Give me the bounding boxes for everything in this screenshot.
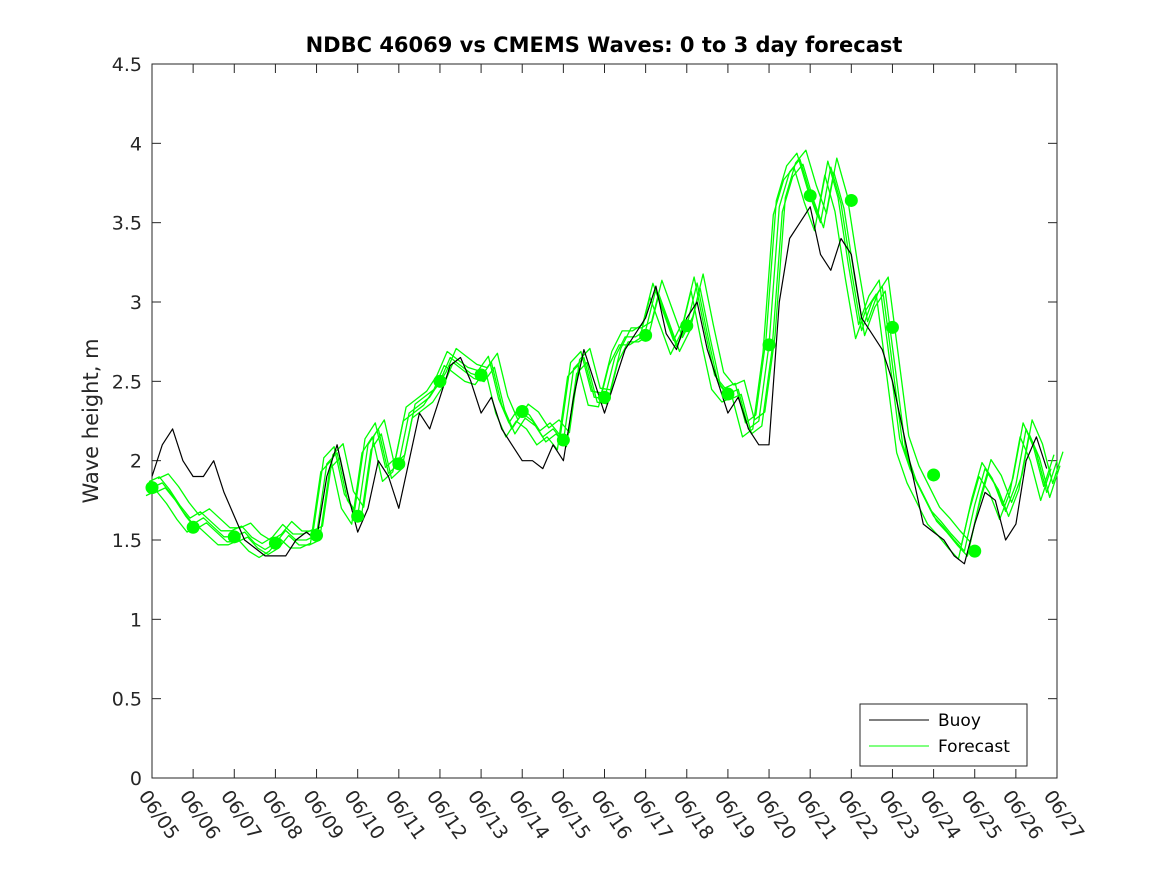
y-tick-label: 3 xyxy=(130,292,142,314)
x-tick-label: 06/11 xyxy=(381,786,430,843)
x-tick-label: 06/08 xyxy=(257,786,306,843)
x-tick-label: 06/26 xyxy=(998,786,1047,843)
x-tick-label: 06/20 xyxy=(751,786,800,843)
y-tick-label: 0.5 xyxy=(112,689,142,711)
y-tick-label: 0 xyxy=(130,768,142,790)
x-tick-label: 06/17 xyxy=(628,786,677,843)
forecast-marker xyxy=(186,520,200,534)
forecast-marker xyxy=(598,390,611,404)
x-tick-label: 06/25 xyxy=(957,786,1006,843)
x-tick-label: 06/19 xyxy=(710,786,759,843)
legend-buoy-label: Buoy xyxy=(938,711,981,731)
y-axis-label: Wave height, m xyxy=(79,338,103,503)
forecast-marker xyxy=(885,320,899,334)
x-tick-label: 06/14 xyxy=(504,786,553,843)
forecast-line-2 xyxy=(157,149,1064,543)
forecast-marker xyxy=(968,544,982,558)
forecast-marker xyxy=(639,328,653,342)
forecast-marker xyxy=(392,457,406,471)
x-tick-label: 06/09 xyxy=(298,786,347,843)
forecast-marker xyxy=(351,509,365,523)
x-tick-label: 06/10 xyxy=(340,786,389,843)
forecast-marker xyxy=(433,374,447,388)
forecast-marker xyxy=(515,404,529,418)
legend-forecast-label: Forecast xyxy=(938,737,1010,757)
x-tick-label: 06/22 xyxy=(833,786,882,843)
x-tick-label: 06/21 xyxy=(792,786,841,843)
y-tick-label: 1.5 xyxy=(112,530,142,552)
x-tick-label: 06/13 xyxy=(463,786,512,843)
forecast-marker xyxy=(803,189,817,203)
x-tick-label: 06/05 xyxy=(134,786,183,843)
x-tick-label: 06/12 xyxy=(422,786,471,843)
forecast-marker xyxy=(227,530,241,544)
y-tick-label: 2 xyxy=(130,451,142,473)
x-tick-label: 06/16 xyxy=(586,786,635,843)
x-tick-label: 06/07 xyxy=(216,786,265,843)
forecast-marker xyxy=(474,368,488,382)
forecast-marker xyxy=(680,319,694,333)
forecast-marker xyxy=(268,536,282,550)
forecast-markers xyxy=(145,189,982,558)
y-tick-label: 2.5 xyxy=(112,371,142,393)
y-tick-label: 4 xyxy=(130,133,142,155)
x-tick-label: 06/18 xyxy=(669,786,718,843)
forecast-marker xyxy=(762,338,776,352)
x-tick-label: 06/15 xyxy=(545,786,594,843)
y-tick-label: 4.5 xyxy=(112,54,142,76)
chart-title: NDBC 46069 vs CMEMS Waves: 0 to 3 day fo… xyxy=(306,33,903,57)
forecast-marker xyxy=(721,387,735,401)
plot-area xyxy=(151,63,1058,779)
x-tick-label: 06/06 xyxy=(175,786,224,843)
forecast-marker xyxy=(844,193,858,207)
legend: Buoy Forecast xyxy=(859,703,1028,767)
forecast-marker xyxy=(310,528,324,542)
y-axis: 0 0.5 1 1.5 2 2.5 3 3.5 4 4.5 xyxy=(112,54,1057,790)
forecast-marker xyxy=(556,433,570,447)
x-tick-label: 06/23 xyxy=(874,786,923,843)
forecast-marker xyxy=(927,468,941,482)
y-tick-label: 1 xyxy=(130,609,142,631)
x-tick-label: 06/24 xyxy=(915,786,964,843)
y-tick-label: 3.5 xyxy=(112,213,142,235)
x-tick-label: 06/27 xyxy=(1039,786,1088,843)
forecast-line-3 xyxy=(145,166,1052,560)
legend-box xyxy=(859,703,1028,767)
forecast-marker xyxy=(145,481,159,495)
